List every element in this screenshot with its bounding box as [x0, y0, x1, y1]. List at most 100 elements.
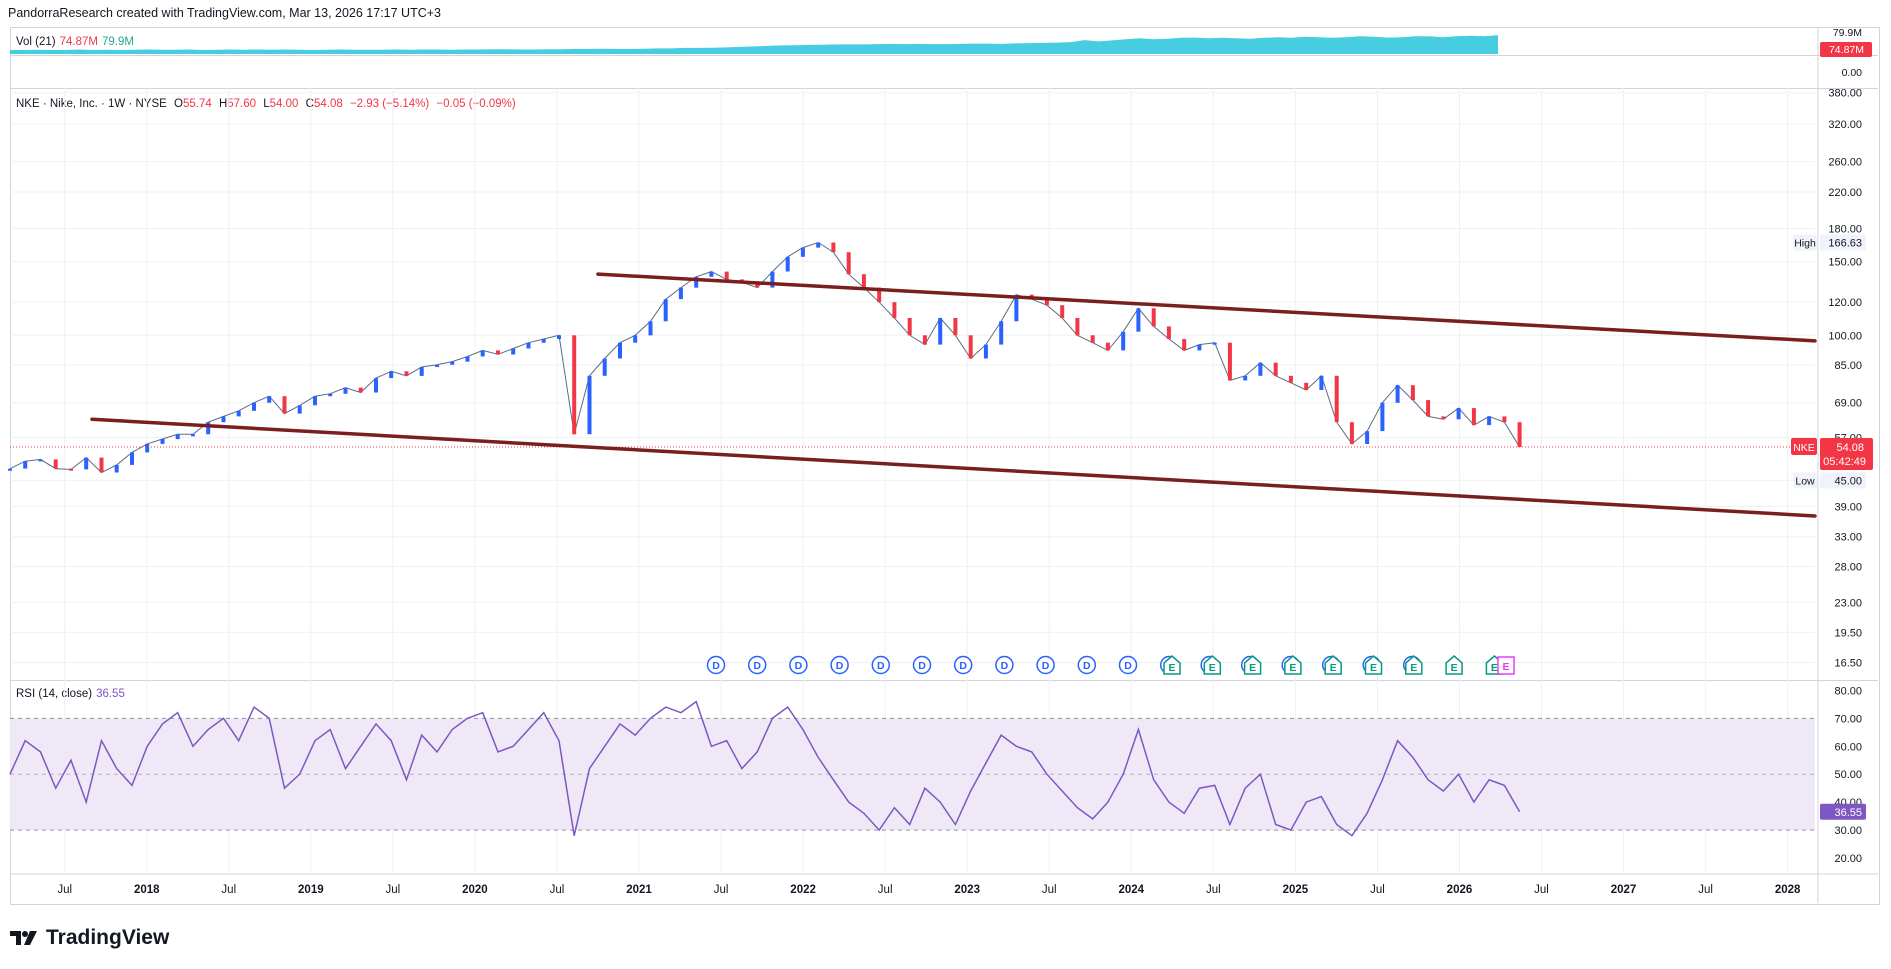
price-legend[interactable]: NKE · Nike, Inc. · 1W · NYSE O55.74 H57.…	[16, 98, 520, 110]
high-value-bg	[1820, 234, 1866, 251]
down-candle	[1288, 375, 1293, 383]
earnings-letter: E	[1491, 662, 1498, 674]
rsi-line	[9, 700, 1521, 837]
tradingview-logo[interactable]: TradingView	[10, 926, 169, 950]
up-candle	[1365, 431, 1370, 444]
down-candle	[877, 287, 882, 303]
dividend-marker[interactable]: D	[830, 655, 849, 675]
up-candle	[252, 402, 256, 411]
up-candle	[1121, 331, 1126, 351]
earnings-marker[interactable]: E	[1405, 655, 1423, 675]
up-candle	[23, 461, 28, 469]
volume-axis-top-label: 79.9M	[1833, 27, 1862, 39]
down-candle	[1166, 326, 1171, 339]
price-axis-tick-label: 220.00	[1828, 187, 1862, 199]
up-candle	[983, 344, 988, 359]
up-candle	[38, 459, 43, 462]
price-axis-tick-label: 380.00	[1828, 88, 1862, 100]
dividend-letter: D	[877, 660, 885, 672]
earnings-marker[interactable]: E	[1364, 655, 1383, 675]
earnings-letter: E	[1168, 662, 1175, 674]
event-markers[interactable]: DDDDDDDDDDDDDDDDDDEEEEEEEEEE	[706, 655, 1515, 675]
rsi-pane-separator[interactable]	[10, 680, 1878, 681]
price-axis-tick-label: 320.00	[1828, 119, 1862, 131]
up-candle	[663, 299, 668, 322]
dividend-marker[interactable]: D	[1036, 655, 1055, 675]
volume-pane-separator[interactable]	[10, 55, 1878, 56]
dividend-marker[interactable]: D	[1077, 655, 1097, 675]
rsi-legend[interactable]: RSI (14, close) 36.55	[16, 688, 129, 700]
lower-trendline[interactable]	[90, 417, 1817, 518]
dividend-marker[interactable]: D	[789, 655, 808, 675]
up-candle	[526, 342, 531, 349]
volume-series	[10, 35, 1498, 54]
dividend-circle	[1077, 655, 1097, 675]
dividend-circle	[789, 655, 808, 675]
future-earnings-marker[interactable]: E	[1497, 656, 1515, 675]
dividend-marker[interactable]: D	[871, 655, 891, 675]
low-badge: Low 45.00	[1793, 472, 1866, 489]
down-candle	[282, 396, 287, 414]
down-candle	[1075, 318, 1080, 336]
dividend-marker[interactable]: D	[995, 655, 1014, 675]
earnings-letter: E	[1209, 662, 1216, 674]
down-candle	[1304, 382, 1309, 390]
rsi-value: 36.55	[96, 688, 125, 700]
upper-trendline[interactable]	[596, 272, 1817, 343]
up-candle	[511, 348, 516, 355]
vertical-gridlines	[10, 88, 1815, 872]
volume-last-badge: 74.87M	[1820, 42, 1872, 57]
x-axis[interactable]: Jul 2018 Jul 2019 Jul 2020 Jul 2021 Jul 2022 Jul 20…	[57, 884, 1801, 896]
volume-legend[interactable]: Vol (21) 74.87M 79.9M	[16, 36, 138, 48]
up-candle	[648, 321, 653, 336]
price-pane-top-separator[interactable]	[10, 88, 1878, 89]
volume-ma-value: 79.9M	[102, 36, 134, 48]
dividend-letter: D	[1042, 660, 1050, 672]
up-candle	[587, 375, 592, 435]
dividend-circle	[1118, 655, 1138, 675]
down-candle	[953, 318, 958, 336]
up-candle	[1014, 294, 1019, 322]
x-axis-tick-label: 2018	[134, 884, 160, 896]
price-axis-tick-label: 33.00	[1834, 532, 1862, 544]
dividend-marker[interactable]: D	[747, 655, 767, 675]
price-axis-tick-label: 16.50	[1834, 658, 1862, 670]
earnings-marker[interactable]: E	[1163, 655, 1181, 675]
price-axis-tick-label: 120.00	[1828, 297, 1862, 309]
earnings-marker[interactable]: E	[1284, 655, 1302, 675]
low-label-bg	[1793, 472, 1817, 489]
price-axis[interactable]: 380.00 320.00 260.00 220.00 180.00 150.00 120.…	[1828, 88, 1862, 670]
rsi-axis-tick-label: 20.00	[1834, 853, 1862, 865]
down-candle	[922, 335, 927, 345]
up-candle	[999, 321, 1004, 345]
earnings-marker[interactable]: E	[1243, 655, 1262, 675]
dividend-circle	[871, 655, 891, 675]
earnings-badge	[1324, 655, 1342, 675]
earnings-badge	[1405, 655, 1423, 675]
dividend-marker[interactable]: D	[953, 655, 973, 675]
price-series	[8, 241, 1522, 474]
earnings-marker[interactable]: E	[1203, 655, 1222, 675]
up-candle	[1136, 308, 1141, 332]
volume-badge-text: 74.87M	[1829, 44, 1864, 56]
dividend-marker[interactable]: D	[912, 655, 932, 675]
earnings-marker[interactable]: E	[1445, 655, 1463, 675]
up-candle	[541, 339, 546, 343]
x-axis-tick-label: Jul	[221, 884, 236, 896]
dividend-marker[interactable]: D	[1118, 655, 1138, 675]
up-candle	[313, 396, 317, 406]
x-axis-tick-label: Jul	[1698, 884, 1713, 896]
up-candle	[450, 361, 455, 365]
chart-header: PandorraResearch created with TradingVie…	[8, 6, 441, 20]
earnings-letter: E	[1370, 662, 1377, 674]
price-axis-tick-label: 23.00	[1834, 597, 1862, 609]
up-candle	[694, 276, 699, 288]
dividend-marker[interactable]: D	[706, 655, 726, 675]
down-candle	[1273, 362, 1278, 376]
price-axis-tick-label: 69.00	[1834, 398, 1862, 410]
earnings-marker[interactable]: E	[1324, 655, 1342, 675]
volume-axis-zero-label: 0.00	[1842, 67, 1863, 79]
down-candle	[1090, 335, 1095, 343]
